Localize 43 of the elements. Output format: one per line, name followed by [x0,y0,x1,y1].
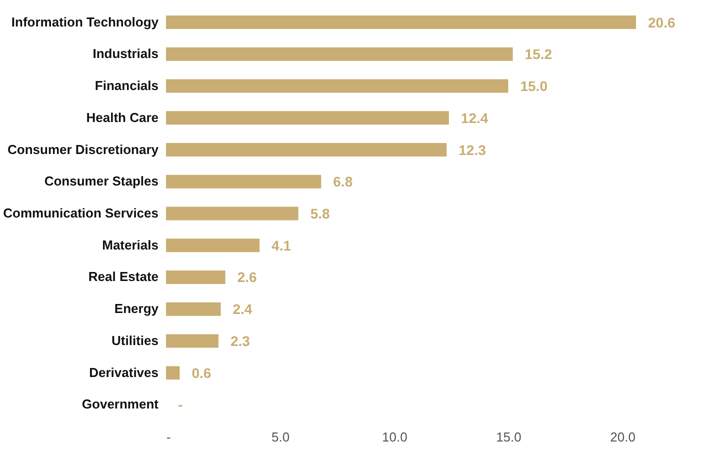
y-tick-label: Information Technology [11,14,160,30]
data-label: 5.8 [310,206,330,222]
y-tick-label: Government [82,396,160,412]
y-tick-label: Financials [94,78,158,94]
y-tick-label: Consumer Staples [44,174,158,189]
data-label: 4.1 [272,237,292,254]
data-label: 12.4 [460,110,488,126]
data-label: 20.6 [648,14,676,30]
x-tick-label: 20.0 [610,430,636,444]
bar [166,16,636,29]
bar [166,79,508,93]
bar [166,334,218,348]
data-label: 2.4 [232,301,252,318]
y-tick-label: Energy [114,301,160,316]
bar [166,111,449,125]
bar [166,47,513,61]
bar [166,143,447,156]
bar [166,174,322,188]
data-label: - [178,396,183,413]
x-tick-label: 5.0 [272,430,290,444]
y-tick-label: Derivatives [89,364,158,380]
data-label: 15.2 [524,46,552,62]
y-tick-label: Communication Services [3,206,158,220]
x-tick-label: 15.0 [496,430,522,444]
data-label: 2.6 [237,269,257,286]
y-tick-label: Utilities [112,332,158,348]
y-tick-label: Real Estate [88,269,158,284]
data-label: 15.0 [520,78,548,94]
x-tick-label: 10.0 [382,430,408,444]
bar [166,302,221,316]
data-label: 6.8 [333,174,353,190]
bar [166,206,298,220]
y-tick-label: Consumer Discretionary [8,142,160,157]
bar [166,270,226,284]
bar [166,238,260,252]
y-tick-label: Health Care [86,110,158,125]
y-tick-label: Materials [102,237,158,252]
x-tick-label: - [166,430,171,444]
bar [166,366,180,380]
data-label: 2.3 [230,332,250,349]
data-label: 0.6 [192,364,212,381]
data-label: 12.3 [458,142,486,158]
y-tick-label: Industrials [92,46,158,62]
